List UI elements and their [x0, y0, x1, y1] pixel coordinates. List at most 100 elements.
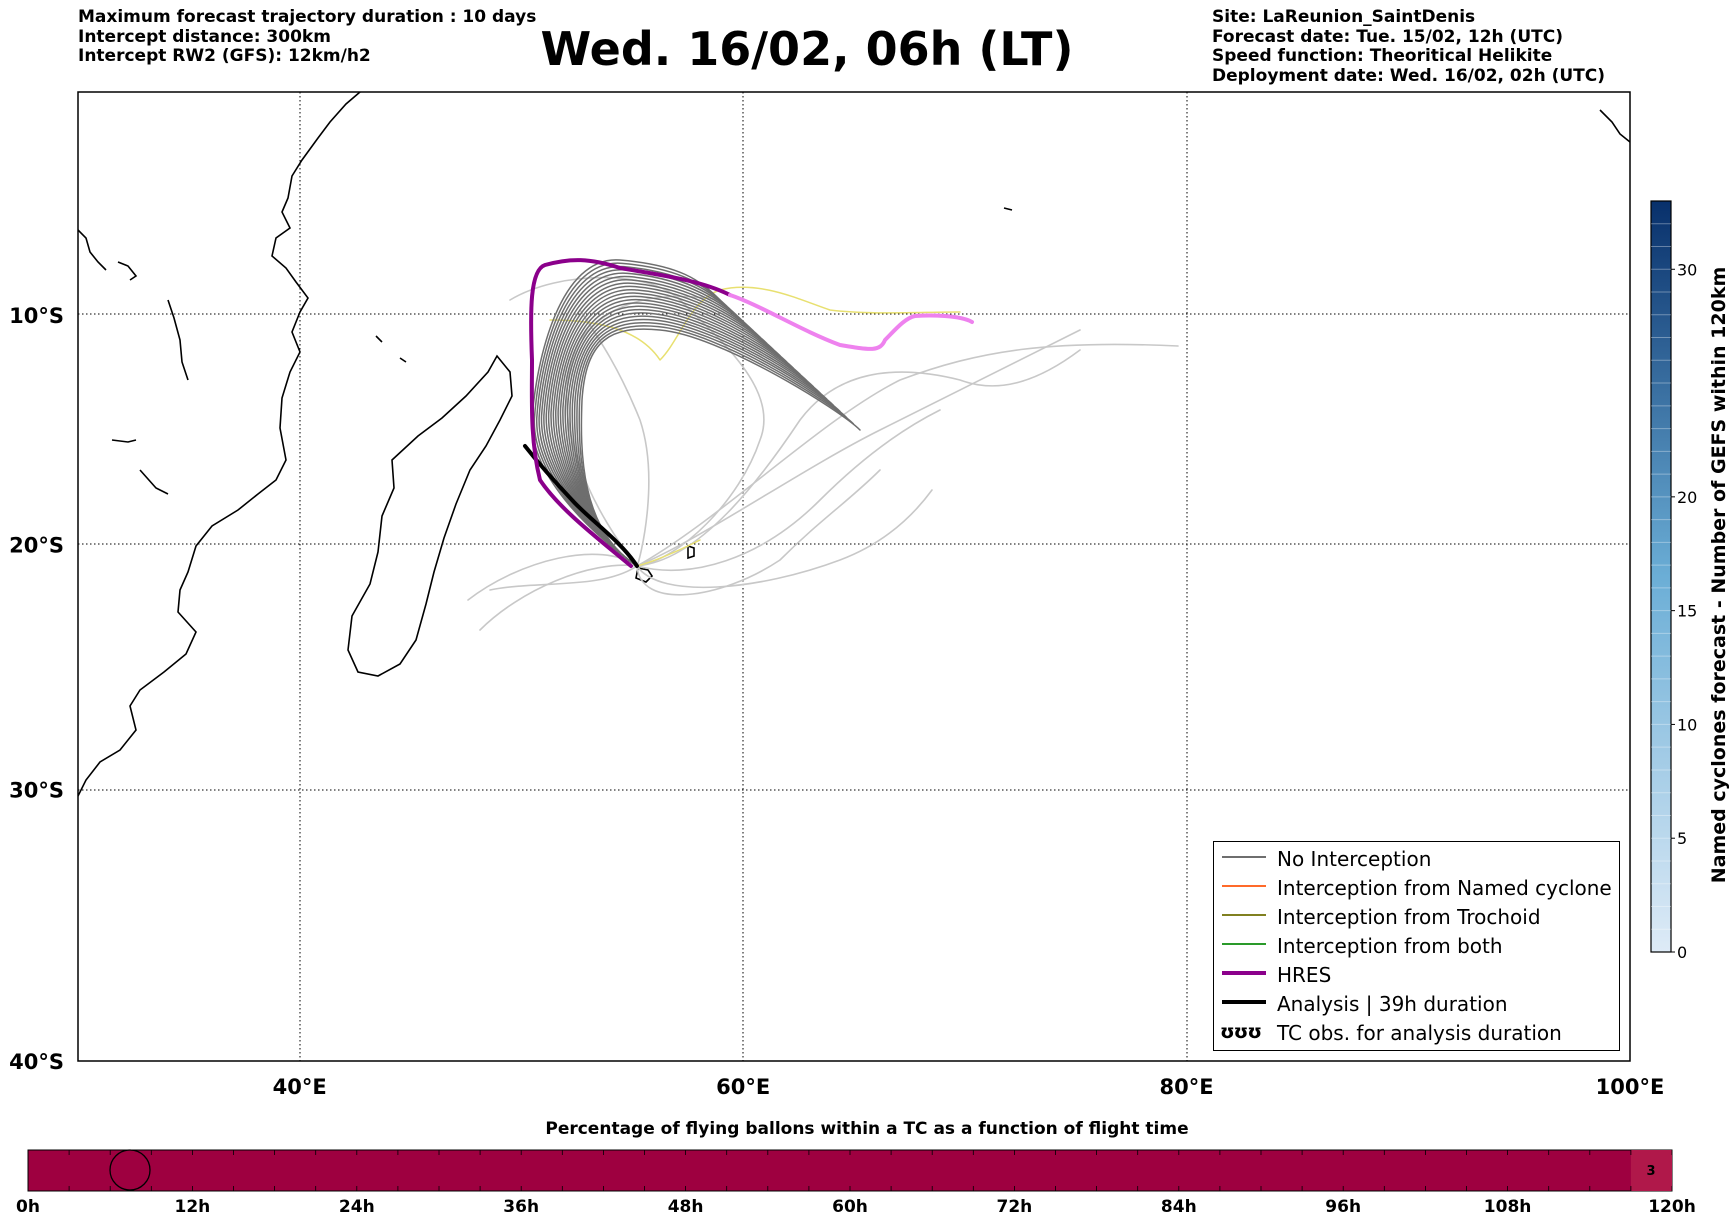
trajectory-no-interception [552, 289, 781, 567]
coastline-madagascar [347, 354, 513, 677]
trajectory-no-interception [557, 295, 795, 567]
trajectory-no-interception [569, 312, 828, 567]
trajectory-yellow [636, 539, 701, 567]
lon-tick-label: 80°E [1160, 1075, 1214, 1099]
legend-label: Interception from Trochoid [1277, 905, 1541, 929]
latitude-tick-labels: 10°S 20°S 30°S 40°S [9, 304, 64, 1074]
coastline-mauritius [687, 544, 695, 560]
trajectory-no-interception [573, 318, 841, 567]
trajectory-lines [467, 258, 1179, 631]
legend-item-hres: HRES [1214, 960, 1619, 989]
trajectory-no-interception [562, 302, 808, 567]
coastline-reunion [635, 567, 654, 583]
header-line: Intercept distance: 300km [78, 26, 331, 47]
bottom-bar-tick-label: 72h [996, 1197, 1033, 1217]
colorbar: 0 5 10 15 20 30 Named cyclones forecast - Num… [1650, 200, 1730, 962]
legend-label: Analysis | 39h duration [1277, 992, 1508, 1016]
legend-swatch [1222, 856, 1266, 858]
tc-obs-marker [109, 1149, 151, 1191]
legend-label: HRES [1277, 963, 1332, 987]
header-info-left: Maximum forecast trajectory duration : 1… [78, 7, 537, 67]
trajectory-no-interception [547, 282, 768, 567]
legend-label: No Interception [1277, 847, 1432, 871]
coastlines [78, 92, 1630, 797]
longitude-tick-labels: 40°E 60°E 80°E 100°E [273, 1075, 1665, 1099]
last-cell-value: 3 [1646, 1164, 1655, 1179]
bottom-bar-tick-label: 12h [174, 1197, 211, 1217]
bottom-bar-tick-label: 96h [1325, 1197, 1362, 1217]
trajectory-no-interception [564, 305, 815, 567]
bottom-bar-tick-label: 24h [338, 1197, 375, 1217]
legend-swatch [1222, 914, 1266, 916]
trajectory-no-interception [576, 321, 848, 567]
header-line: Maximum forecast trajectory duration : 1… [78, 7, 537, 27]
legend-swatch [1222, 1000, 1266, 1004]
trajectory-light [636, 469, 881, 596]
bottom-bar-tick-label: 84h [1160, 1197, 1197, 1217]
bottom-bar-tick-label: 0h [16, 1197, 40, 1217]
trajectory-light [636, 343, 1179, 567]
legend-label: TC obs. for analysis duration [1277, 1021, 1562, 1045]
trajectory-no-interception [571, 315, 835, 567]
header-line: Speed function: Theoritical Helikite [1212, 46, 1553, 66]
trajectory-light [479, 564, 638, 631]
legend-item-tc-obs: ʊʊʊ TC obs. for analysis duration [1214, 1018, 1619, 1047]
bottom-bar-title: Percentage of flying ballons within a TC… [545, 1119, 1189, 1139]
trajectory-hres-tail [728, 293, 974, 351]
trajectory-no-interception [559, 299, 801, 567]
coastline-africa [78, 92, 361, 797]
trajectory-no-interception [538, 269, 741, 567]
legend-label: Interception from Named cyclone [1277, 876, 1612, 900]
lat-tick-label: 10°S [9, 304, 64, 328]
trajectory-light [636, 409, 941, 572]
legend-item-both: Interception from both [1214, 931, 1619, 960]
legend-item-analysis: Analysis | 39h duration [1214, 989, 1619, 1018]
legend-item-named-cyclone: Interception from Named cyclone [1214, 873, 1619, 902]
colorbar-tick-label: 0 [1677, 943, 1687, 962]
bottom-bar-tick-label: 120h [1648, 1197, 1696, 1217]
flight-time-bar: 3 [27, 1149, 1673, 1192]
bottom-bar-tick-label: 60h [832, 1197, 868, 1217]
trajectory-no-interception [533, 262, 728, 567]
legend-swatch [1222, 885, 1266, 887]
trajectory-hres [529, 258, 732, 568]
trajectory-no-interception [566, 308, 821, 567]
lat-tick-label: 40°S [9, 1050, 64, 1074]
bottom-bar-tick-label: 108h [1483, 1197, 1532, 1217]
legend-label: Interception from both [1277, 934, 1503, 958]
legend-swatch [1222, 971, 1266, 975]
trajectory-no-interception [531, 259, 721, 567]
colorbar-tick-label: 20 [1677, 488, 1697, 507]
map-gridlines [78, 92, 1630, 1061]
tc-obs-symbol-icon: ʊʊʊ [1220, 1021, 1262, 1043]
trajectory-light [636, 489, 933, 589]
map-frame [77, 91, 1631, 1062]
colorbar-tick-label: 5 [1677, 829, 1687, 848]
coastline-north [78, 229, 107, 271]
header-info-right: Site: LaReunion_SaintDenis Forecast date… [1212, 7, 1605, 86]
header-line: Intercept RW2 (GFS): 12km/h2 [78, 46, 371, 66]
bottom-bar-tick-label: 48h [667, 1197, 704, 1217]
lat-tick-label: 30°S [9, 779, 64, 803]
legend-item-trochoid: Interception from Trochoid [1214, 902, 1619, 931]
coastline-comoros [375, 335, 407, 363]
lon-tick-label: 60°E [716, 1075, 770, 1099]
colorbar-tick-label: 30 [1677, 260, 1697, 279]
colorbar-tick-label: 10 [1677, 715, 1697, 734]
header-line: Site: LaReunion_SaintDenis [1212, 7, 1476, 27]
legend-item-no-interception: No Interception [1214, 844, 1619, 873]
trajectory-light [636, 349, 1081, 567]
legend: No Interception Interception from Named … [1213, 841, 1620, 1051]
trajectory-no-interception [578, 325, 855, 567]
lat-tick-label: 20°S [9, 534, 64, 558]
trajectory-light [579, 309, 650, 567]
lon-tick-label: 100°E [1596, 1075, 1665, 1099]
trajectory-analysis [523, 444, 639, 568]
colorbar-label: Named cyclones forecast - Number of GEFS… [1708, 267, 1730, 884]
colorbar-tick-label: 15 [1677, 602, 1697, 621]
header-line: Forecast date: Tue. 15/02, 12h (UTC) [1212, 26, 1563, 47]
trajectory-no-interception [580, 328, 861, 567]
page-title: Wed. 16/02, 06h (LT) [540, 22, 1074, 76]
trajectory-no-interception [555, 292, 788, 567]
lon-tick-label: 40°E [273, 1075, 327, 1099]
